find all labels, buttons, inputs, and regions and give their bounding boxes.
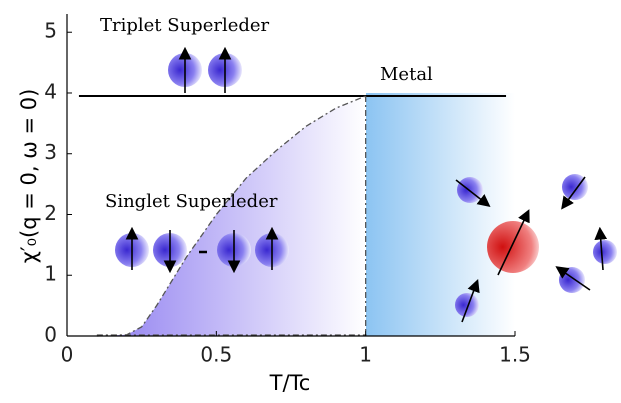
x-tick-label: 1.5 <box>499 343 531 367</box>
annotation: Metal <box>380 64 433 85</box>
annotation: Singlet Superleder <box>105 191 278 212</box>
y-tick-label: 0 <box>44 323 57 347</box>
chart: 00.511.5012345 Triplet Superleder Metal … <box>0 0 621 403</box>
y-axis-label: χ′₀(q = 0, ω = 0) <box>17 89 41 264</box>
metal-region <box>366 93 515 336</box>
annotation: Triplet Superleder <box>100 15 270 36</box>
x-tick-label: 1 <box>359 343 372 367</box>
y-tick-label: 3 <box>44 140 57 164</box>
x-axis-label: T/Tc <box>269 371 311 395</box>
area <box>97 96 366 336</box>
y-tick-label: 1 <box>44 262 57 286</box>
y-tick-label: 5 <box>44 19 57 43</box>
x-tick-label: 0.5 <box>200 343 232 367</box>
y-tick-label: 2 <box>44 201 57 225</box>
y-tick-label: 4 <box>44 79 57 103</box>
x-tick-label: 0 <box>61 343 74 367</box>
